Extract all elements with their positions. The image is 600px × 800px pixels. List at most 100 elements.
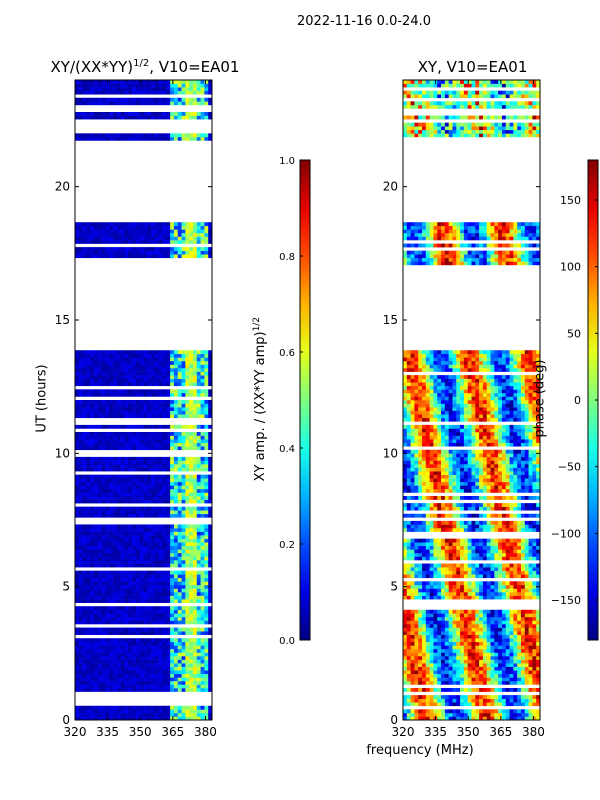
heatmap-cell	[124, 225, 129, 230]
heatmap-cell	[154, 538, 160, 543]
heatmap-cell	[444, 673, 449, 678]
heatmap-cell	[204, 488, 209, 493]
heatmap-cell	[513, 641, 518, 646]
heatmap-cell	[82, 645, 87, 650]
heatmap-cell	[441, 712, 446, 717]
heatmap-cell	[116, 464, 121, 468]
heatmap-cell	[471, 652, 476, 657]
heatmap-cell	[406, 695, 411, 699]
heatmap-cell	[185, 254, 190, 259]
heatmap-cell	[78, 407, 83, 411]
heatmap-cell	[437, 638, 442, 643]
heatmap-cell	[192, 563, 198, 568]
heatmap-cell	[143, 432, 148, 436]
heatmap-cell	[532, 620, 537, 625]
heatmap-cell	[181, 432, 186, 436]
heatmap-cell	[406, 680, 411, 685]
heatmap-cell	[185, 101, 190, 106]
heatmap-cell	[135, 133, 140, 138]
heatmap-cell	[128, 613, 133, 618]
heatmap-cell	[463, 698, 468, 703]
heatmap-cell	[143, 688, 148, 692]
heatmap-cell	[181, 382, 186, 387]
heatmap-cell	[185, 492, 190, 497]
heatmap-cell	[513, 698, 518, 703]
heatmap-cell	[513, 638, 518, 643]
heatmap-cell	[94, 424, 99, 429]
heatmap-cell	[418, 695, 423, 699]
heatmap-cell	[192, 492, 198, 497]
heatmap-cell	[463, 677, 468, 682]
heatmap-cell	[154, 577, 160, 582]
heatmap-cell	[120, 353, 125, 358]
heatmap-cell	[418, 677, 423, 682]
heatmap-cell	[158, 528, 163, 532]
heatmap-cell	[189, 542, 194, 547]
heatmap-cell	[429, 574, 434, 579]
heatmap-cell	[185, 236, 190, 241]
heatmap-cell	[170, 389, 175, 394]
heatmap-cell	[471, 709, 476, 714]
heatmap-cell	[128, 357, 133, 362]
heatmap-cell	[128, 552, 133, 557]
heatmap-cell	[86, 474, 91, 479]
heatmap-cell	[113, 556, 118, 561]
heatmap-cell	[75, 222, 80, 227]
heatmap-cell	[128, 400, 133, 404]
heatmap-cell	[460, 698, 465, 703]
heatmap-cell	[482, 581, 488, 586]
heatmap-cell	[192, 613, 198, 618]
heatmap-cell	[120, 595, 125, 600]
heatmap-cell	[151, 588, 156, 593]
heatmap-cell	[524, 645, 529, 650]
heatmap-cell	[154, 659, 160, 664]
heatmap-cell	[403, 656, 408, 660]
heatmap-cell	[189, 133, 194, 138]
heatmap-cell	[173, 499, 179, 504]
heatmap-cell	[452, 592, 457, 596]
heatmap-cell	[524, 613, 529, 618]
heatmap-cell	[132, 478, 137, 483]
heatmap-cell	[189, 254, 194, 259]
heatmap-cell	[97, 90, 102, 95]
heatmap-cell	[196, 620, 201, 625]
heatmap-cell	[90, 115, 95, 120]
heatmap-cell	[170, 513, 175, 518]
heatmap-cell	[78, 360, 83, 365]
heatmap-cell	[200, 254, 205, 259]
heatmap-cell	[158, 403, 163, 408]
heatmap-cell	[200, 488, 205, 493]
heatmap-cell	[143, 531, 148, 536]
heatmap-cell	[501, 712, 507, 717]
heatmap-cell	[192, 481, 198, 486]
heatmap-cell	[143, 570, 148, 575]
heatmap-cell	[151, 545, 156, 550]
heatmap-cell	[75, 620, 80, 625]
heatmap-cell	[154, 474, 160, 479]
heatmap-cell	[532, 670, 537, 675]
heatmap-cell	[528, 680, 533, 685]
heatmap-cell	[124, 499, 129, 504]
heatmap-cell	[101, 631, 106, 635]
heatmap-cell	[97, 584, 102, 589]
heatmap-cell	[467, 638, 472, 643]
heatmap-cell	[105, 364, 110, 369]
heatmap-cell	[170, 684, 175, 689]
heatmap-cell	[406, 588, 411, 593]
heatmap-cell	[456, 634, 461, 639]
heatmap-cell	[482, 627, 488, 632]
heatmap-cell	[177, 112, 182, 116]
heatmap-cell	[75, 670, 80, 675]
heatmap-cell	[524, 592, 529, 596]
heatmap-cell	[86, 371, 91, 376]
heatmap-cell	[170, 592, 175, 596]
heatmap-cell	[170, 446, 175, 451]
heatmap-cell	[151, 407, 156, 411]
heatmap-cell	[116, 392, 121, 397]
heatmap-cell	[460, 680, 465, 685]
heatmap-cell	[113, 563, 118, 568]
heatmap-cell	[90, 535, 95, 539]
heatmap-cell	[124, 371, 129, 376]
heatmap-cell	[132, 499, 137, 504]
heatmap-cell	[517, 716, 522, 721]
